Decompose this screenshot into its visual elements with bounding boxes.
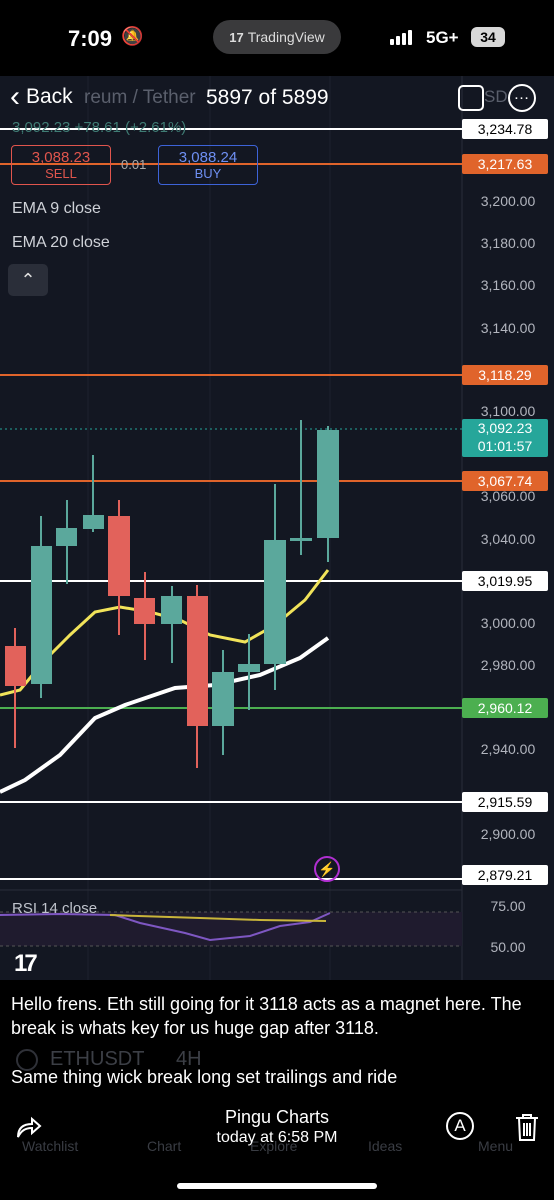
nav-ghost-explore: Explore [250,1138,298,1154]
ethereum-icon [16,1049,38,1071]
price-tag: 2,915.59 [462,792,548,812]
buy-button[interactable]: 3,088.24 BUY [158,145,258,185]
clock: 7:09 [68,26,113,51]
price-tag: 2,960.12 [462,698,548,718]
back-button[interactable]: ‹ Back [10,80,73,113]
current-price: 3,092.23 [477,420,533,436]
nav-ghost-watchlist: Watchlist [22,1138,79,1154]
price-tag: 3,067.74 [462,471,548,491]
price-tag: 2,879.21 [462,865,548,885]
price-tag: 3,118.29 [462,365,548,385]
live-text-icon[interactable] [458,85,484,111]
axis-label: 3,160.00 [480,277,536,293]
silent-bell-icon: 🔕 [121,26,144,46]
candle-body [290,538,312,541]
signal-icon [390,30,412,45]
bar-countdown: 01:01:57 [477,438,533,454]
network-type: 5G+ [426,28,459,47]
home-indicator[interactable] [177,1183,377,1189]
price-tag: 3,019.95 [462,571,548,591]
axis-label: 3,100.00 [480,403,536,419]
post-message-2: Same thing wick break long set trailings… [11,1067,398,1087]
caption-panel [0,980,554,1200]
post-message: Hello frens. Eth still going for it 3118… [11,994,522,1038]
buy-price: 3,088.24 [178,149,238,166]
axis-label: 2,900.00 [480,826,536,842]
axis-label: 3,200.00 [480,193,536,209]
candle-body [317,430,339,538]
candle-body [108,516,130,596]
candle-body [238,664,260,672]
ema20-legend[interactable]: EMA 20 close [12,234,110,251]
ema9-legend[interactable]: EMA 9 close [12,200,101,217]
axis-label: 2,980.00 [480,657,536,673]
candle-body [134,598,155,624]
chevron-left-icon: ‹ [10,80,20,113]
status-bar: 7:09 🔕 17 TradingView 5G+ 34 [0,0,554,76]
sell-button[interactable]: 3,088.23 SELL [11,145,111,185]
candle-body [5,646,26,686]
more-options-icon[interactable]: … [508,84,536,112]
candle-body [187,596,208,726]
price-tag: 3,217.63 [462,154,548,174]
post-author: Pingu Charts [224,1107,330,1127]
chevron-up-icon: ⌃ [20,270,36,290]
timeframe-ghost-label: 4H [176,1048,202,1070]
chart-canvas[interactable] [0,76,554,980]
axis-label: 3,180.00 [480,235,536,251]
price-change-readout: 3,092.23 +78.61 (+2.61%) [12,119,187,136]
candle-body [212,672,234,726]
candle-body [161,596,182,624]
battery-icon: 34 [471,27,505,47]
currency-ghost: SD [484,87,508,106]
candle-body [264,540,286,664]
ema20-line [0,636,330,794]
nav-ghost-menu: Menu [478,1138,514,1154]
viewer-top-bar: reum / Tether SD ‹ Back 5897 of 5899 … [0,76,554,120]
markup-icon[interactable]: A [446,1112,474,1140]
back-label: Back [26,85,73,108]
rsi-band [0,912,462,946]
collapse-legend-button[interactable]: ⌃ [8,264,48,296]
share-icon[interactable] [14,1113,42,1141]
axis-label: 3,040.00 [480,531,536,547]
rsi-legend[interactable]: RSI 14 close [12,900,98,917]
candle-body [83,515,104,529]
price-tag: 3,234.78 [462,119,548,139]
axis-label: 3,060.00 [480,488,536,504]
lightning-icon[interactable]: ⚡ [314,856,340,882]
image-counter: 5897 of 5899 [206,86,329,109]
nav-ghost-ideas: Ideas [368,1138,403,1154]
candle-body [56,528,77,546]
sell-label: SELL [45,166,77,181]
sell-price: 3,088.23 [31,149,91,166]
rsi-line [0,912,331,942]
axis-label: 3,140.00 [480,320,536,336]
spread-value: 0.01 [121,157,147,172]
axis-label: 2,940.00 [480,741,536,757]
symbol-ghost-label: ETHUSDT [50,1048,145,1070]
buy-label: BUY [194,166,222,181]
axis-label: 75.00 [490,898,526,914]
app-pill-label: TradingView [247,29,325,45]
post-timestamp: today at 6:58 PM [216,1129,338,1146]
symbol-ghost: reum / Tether [84,87,196,108]
rsi-ma-line [109,914,327,922]
candles [5,420,339,768]
app-indicator-pill[interactable]: 17 TradingView [213,20,341,54]
trash-icon[interactable] [514,1112,540,1142]
tradingview-watermark-icon: 17 [14,950,38,977]
axis-label: 50.00 [490,939,526,955]
axis-label: 3,000.00 [480,615,536,631]
current-price-tag: 3,092.23 01:01:57 [462,419,548,457]
tradingview-logo-icon: 17 [229,29,244,45]
chart-svg [0,76,463,980]
nav-ghost-chart: Chart [147,1138,182,1154]
candle-body [31,546,52,684]
